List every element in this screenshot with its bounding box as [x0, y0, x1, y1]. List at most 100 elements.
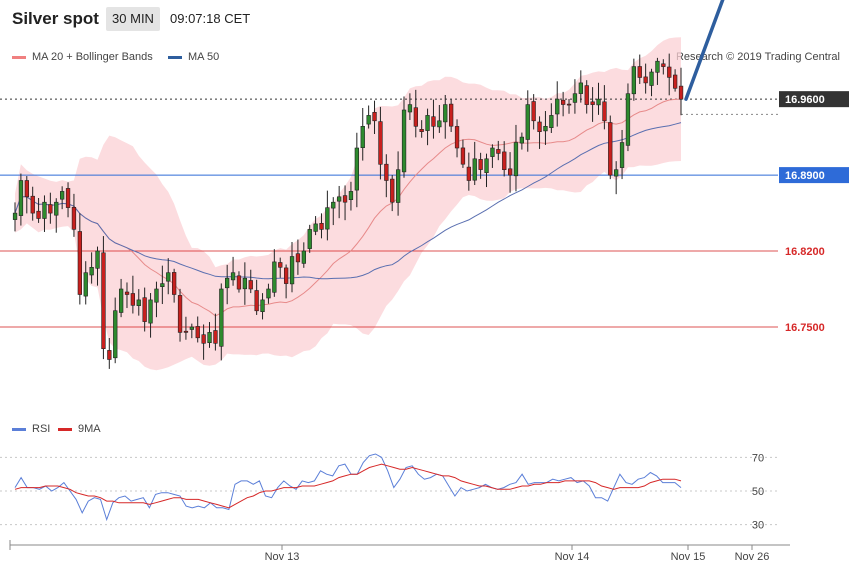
candle-body	[425, 115, 430, 131]
candle-body	[71, 207, 77, 230]
candle-body	[555, 98, 560, 115]
rsi-tick-70: 70	[752, 452, 764, 464]
level-tag-16-7500	[779, 319, 849, 335]
candle-body	[42, 201, 47, 219]
level-tag-16-9600	[779, 91, 849, 108]
chart-header: Silver spot 30 MIN 09:07:18 CET	[0, 0, 850, 40]
candle-body	[148, 299, 153, 324]
time-label: Nov 15	[671, 551, 706, 563]
candle-body	[189, 326, 195, 330]
candle-body	[172, 272, 177, 295]
candle-body	[543, 126, 548, 132]
candle-body	[225, 277, 230, 289]
candle-body	[325, 207, 330, 230]
rsi-tick-30: 30	[752, 520, 764, 532]
legend-label-ma50: MA 50	[188, 51, 220, 63]
candle-body	[472, 158, 477, 181]
legend-swatch-rsi	[12, 427, 26, 431]
timestamp: 09:07:18 CET	[170, 11, 251, 26]
candle-body	[183, 330, 189, 333]
interval-selector[interactable]: 30 MIN	[106, 7, 160, 31]
candle-body	[378, 121, 383, 165]
candle-body	[124, 291, 130, 295]
level-label-16-7500: 16.7500	[785, 322, 825, 334]
candle-body	[431, 116, 436, 127]
ma50-line	[14, 122, 682, 280]
candle-body	[667, 66, 672, 78]
candle-body	[213, 330, 218, 344]
candle-body	[566, 103, 572, 106]
candle-body	[478, 159, 483, 170]
candle-body	[160, 283, 165, 288]
candle-body	[289, 256, 295, 285]
candle-body	[177, 295, 183, 333]
candle-body	[649, 71, 654, 86]
candle-body	[390, 178, 395, 203]
candle-body	[661, 63, 666, 67]
legend-item-ma50: MA 50	[168, 51, 219, 63]
candle-body	[484, 158, 489, 174]
candle-body	[419, 129, 424, 133]
candle-body	[590, 101, 595, 105]
legend-swatch-ma50	[168, 55, 182, 59]
candle-body	[201, 334, 206, 344]
candle-body	[107, 350, 112, 360]
candle-body	[560, 99, 566, 105]
candle-body	[525, 104, 530, 140]
time-label: Nov 13	[265, 551, 300, 563]
candle-body	[342, 195, 348, 203]
candle-body	[230, 272, 236, 281]
candle-body	[154, 288, 159, 303]
candle-body	[584, 85, 589, 105]
candle-body	[384, 163, 389, 181]
candle-body	[113, 310, 118, 359]
candle-body	[18, 180, 24, 216]
candle-body	[101, 252, 106, 350]
candle-body	[549, 115, 554, 129]
legend-item-rsi: RSI	[12, 423, 50, 435]
candle-body	[643, 76, 648, 84]
candle-body	[407, 104, 413, 113]
candle-body	[443, 104, 448, 123]
candle-body	[266, 288, 271, 299]
bollinger-band	[15, 37, 681, 371]
candle-body	[95, 250, 100, 269]
legend-label-9ma: 9MA	[78, 423, 101, 435]
candle-body	[89, 266, 94, 276]
candle-body	[631, 66, 637, 95]
candle-body	[307, 229, 312, 249]
copyright-text: Research © 2019 Trading Central	[675, 51, 840, 63]
candle-body	[519, 136, 525, 144]
forecast-arrow-shaft	[684, 0, 725, 101]
candle-body	[537, 121, 542, 132]
candle-body	[195, 326, 200, 339]
candle-body	[136, 299, 141, 306]
legend-item-9ma: 9MA	[58, 423, 101, 435]
candle-body	[531, 101, 536, 122]
candle-body	[437, 120, 442, 128]
legend-label-bollinger: MA 20 + Bollinger Bands	[32, 51, 153, 63]
candle-body	[366, 115, 371, 125]
level-label-16-9600: 16.9600	[785, 94, 825, 106]
instrument-title: Silver spot	[12, 9, 99, 28]
candle-body	[608, 122, 613, 176]
candle-body	[454, 126, 460, 149]
candle-body	[502, 151, 507, 170]
candle-body	[513, 142, 519, 177]
candle-body	[413, 107, 419, 127]
level-tag-16-8200	[779, 243, 849, 260]
candle-body	[48, 204, 53, 214]
candle-body	[36, 210, 41, 219]
candle-body	[672, 74, 678, 89]
candle-body	[278, 262, 283, 268]
candle-body	[496, 149, 501, 154]
candle-body	[24, 180, 30, 198]
candle-body	[272, 261, 277, 293]
level-label-16-8900: 16.8900	[785, 170, 825, 182]
candle-body	[348, 191, 354, 200]
candle-body	[466, 166, 472, 181]
time-label: Nov 14	[555, 551, 590, 563]
candle-body	[248, 280, 253, 290]
candle-body	[637, 66, 642, 78]
